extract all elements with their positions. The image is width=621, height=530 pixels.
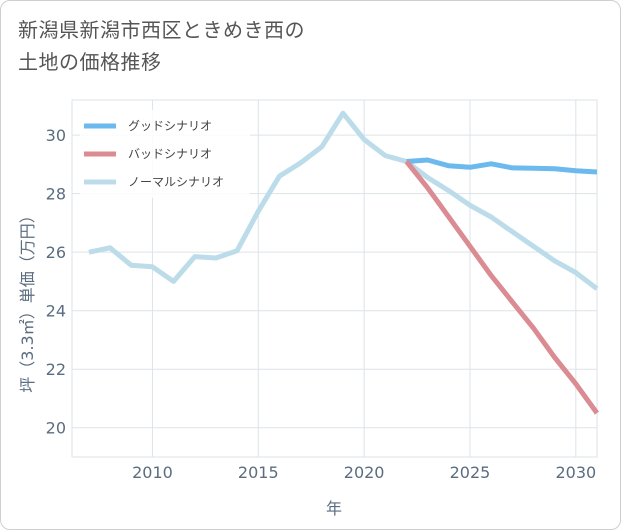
- chart-title: 新潟県新潟市西区ときめき西の 土地の価格推移: [18, 18, 305, 74]
- series-line-1: [406, 157, 598, 175]
- y-tick-label: 20: [46, 419, 66, 438]
- x-tick-label: 2010: [132, 463, 173, 482]
- series-layer: [88, 110, 600, 415]
- legend-label: グッドシナリオ: [128, 119, 212, 133]
- x-tick-label: 2020: [344, 463, 385, 482]
- x-tick-label: 2025: [450, 463, 491, 482]
- series-line-3: [88, 110, 599, 291]
- x-axis-label: 年: [326, 499, 342, 518]
- y-tick-label: 22: [46, 360, 66, 379]
- legend-label: ノーマルシナリオ: [128, 175, 224, 189]
- y-axis-label: 坪（3.3㎡）単価（万円）: [18, 207, 37, 392]
- legend-label: バッドシナリオ: [128, 147, 212, 161]
- x-tick-label: 2015: [238, 463, 279, 482]
- series-line-2: [404, 159, 600, 415]
- grid: [72, 100, 597, 457]
- plot-area: [71, 99, 598, 458]
- y-tick-label: 28: [46, 185, 66, 204]
- x-tick-label: 2030: [555, 463, 596, 482]
- tick-labels: 2010 2015 2020 2025 2030 20 22 24 26 28 30: [46, 126, 597, 482]
- y-tick-label: 26: [46, 243, 66, 262]
- y-tick-label: 30: [46, 126, 66, 145]
- y-tick-label: 24: [46, 302, 66, 321]
